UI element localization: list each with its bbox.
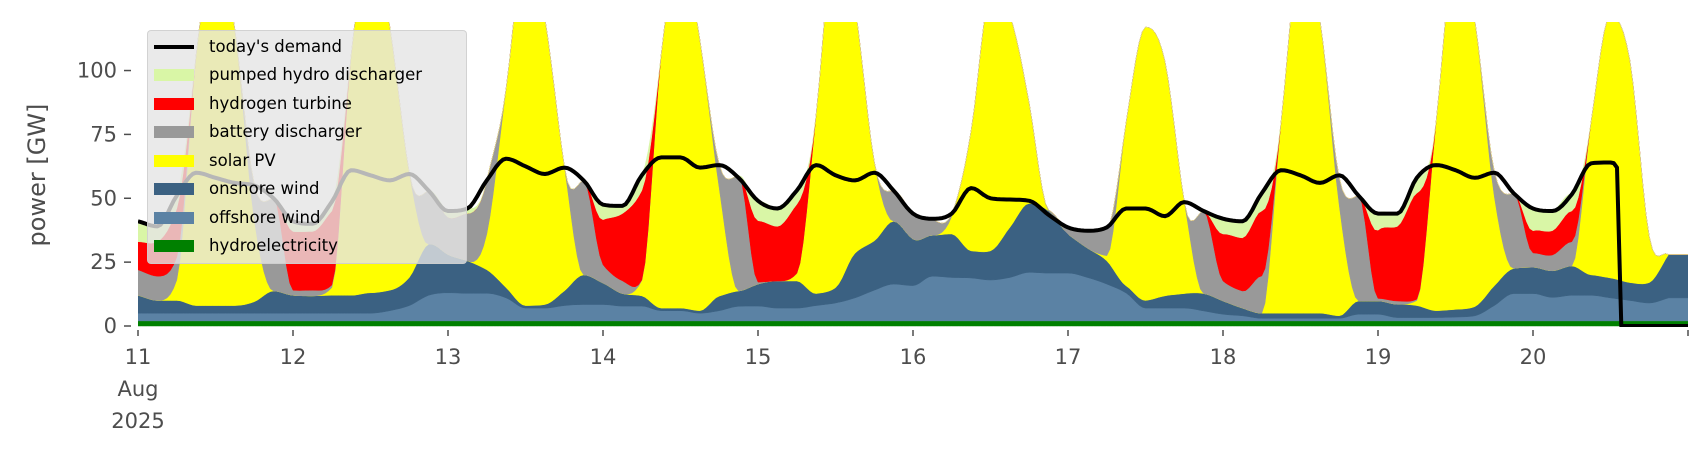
y-tick-label: 0	[104, 314, 117, 338]
y-tick-label: 50	[90, 186, 117, 210]
x-tick-label: 12	[280, 345, 307, 369]
x-tick-label: 11	[125, 345, 152, 369]
legend-swatch-hydro	[154, 240, 194, 252]
legend-label: onshore wind	[209, 179, 320, 198]
area-hydroelectricity	[138, 320, 1688, 327]
legend-line-demand	[154, 45, 194, 49]
x-tick-label: 17	[1055, 345, 1082, 369]
legend: today's demand pumped hydro discharger h…	[147, 30, 467, 264]
y-tick-label: 75	[90, 122, 117, 146]
legend-swatch-hydrogen	[154, 98, 194, 110]
x-tick-label: 14	[590, 345, 617, 369]
y-axis-label: power [GW]	[23, 104, 51, 247]
legend-label: battery discharger	[209, 122, 362, 141]
legend-swatch-pumped-hydro	[154, 69, 194, 81]
legend-swatch-onshore	[154, 183, 194, 195]
legend-label: hydrogen turbine	[209, 94, 352, 113]
legend-swatch-battery	[154, 126, 194, 138]
legend-swatch-solar	[154, 155, 194, 167]
legend-label: hydroelectricity	[209, 236, 338, 255]
x-axis: 11 Aug 2025 12 13 14 15 16 17 18 19 20	[111, 330, 1689, 433]
legend-label: today's demand	[209, 37, 343, 56]
x-tick-label: 2025	[111, 409, 164, 433]
y-tick-label: 25	[90, 250, 117, 274]
x-tick-label: 13	[435, 345, 462, 369]
y-tick-label: 100	[77, 59, 117, 83]
x-tick-label: 16	[900, 345, 927, 369]
x-tick-label: 19	[1365, 345, 1392, 369]
stacked-areas	[138, 22, 1688, 327]
x-tick-label: 20	[1520, 345, 1547, 369]
y-axis: 0 25 50 75 100	[77, 59, 131, 338]
legend-label: pumped hydro discharger	[209, 65, 423, 84]
x-tick-label: 18	[1210, 345, 1237, 369]
x-tick-label: Aug	[117, 377, 158, 401]
legend-label: solar PV	[209, 151, 276, 170]
legend-swatch-offshore	[154, 212, 194, 224]
legend-label: offshore wind	[209, 208, 321, 227]
x-tick-label: 15	[745, 345, 772, 369]
